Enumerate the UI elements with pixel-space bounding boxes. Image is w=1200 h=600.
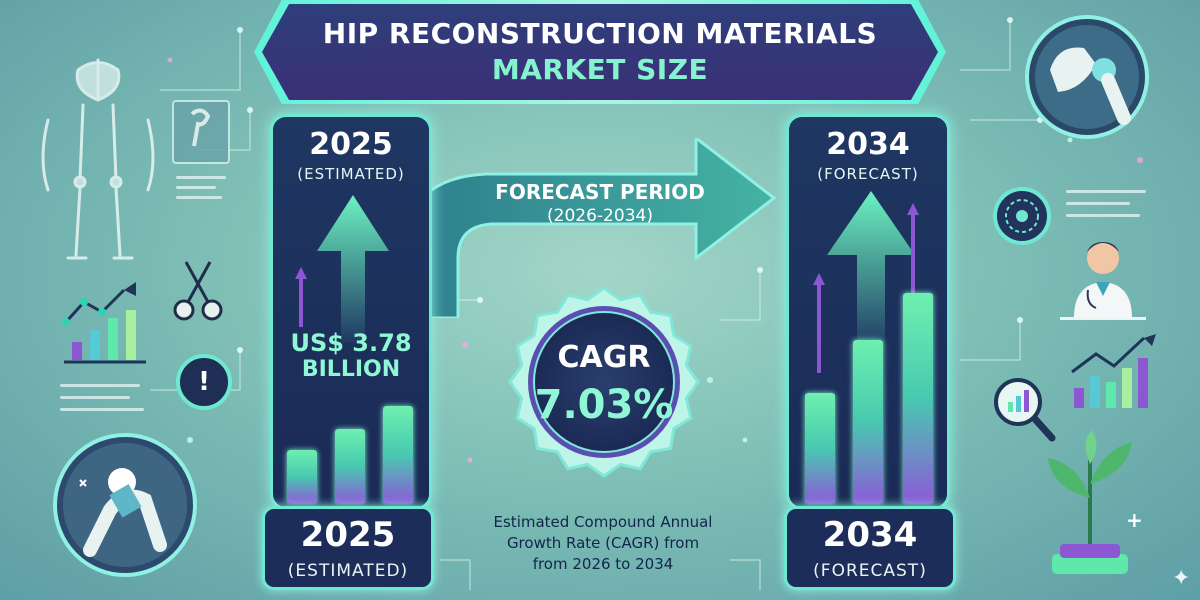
arrow-up-icon bbox=[827, 191, 915, 351]
arrow-up-small-icon bbox=[813, 273, 825, 373]
ui-line bbox=[60, 384, 140, 387]
cagr-description-line: Growth Rate (CAGR) from bbox=[506, 534, 700, 552]
plant-icon bbox=[1048, 430, 1132, 574]
arrow-up-small-icon bbox=[295, 267, 307, 327]
cagr-label: CAGR bbox=[557, 340, 651, 375]
sparkle-decoration: ✦ bbox=[1172, 566, 1191, 591]
right-column-year: 2034 bbox=[826, 127, 910, 162]
right-bar-chart bbox=[799, 277, 941, 503]
ui-line bbox=[176, 186, 216, 189]
forecast-period-range: (2026-2034) bbox=[547, 206, 653, 226]
magnifier-chart-icon bbox=[994, 378, 1056, 442]
xray-monitor-icon bbox=[172, 100, 230, 164]
left-column-label: (ESTIMATED) bbox=[297, 165, 405, 183]
bar bbox=[853, 340, 883, 503]
left-bar-chart bbox=[283, 379, 423, 503]
bar bbox=[805, 393, 835, 503]
cagr-value: 7.03% bbox=[534, 382, 674, 428]
bar bbox=[383, 406, 413, 503]
right-column-label: (FORECAST) bbox=[817, 165, 919, 183]
gear-icon bbox=[993, 187, 1051, 245]
doctor-icon bbox=[1060, 230, 1146, 320]
ui-line bbox=[60, 408, 144, 411]
market-value: US$ 3.78 bbox=[290, 329, 412, 357]
cagr-badge bbox=[508, 286, 700, 478]
ui-line bbox=[1066, 190, 1146, 193]
right-column-panel: 2034 (FORECAST) bbox=[786, 114, 950, 510]
hip-implant-icon bbox=[53, 433, 197, 577]
ui-line bbox=[60, 396, 130, 399]
arrow-up-small-icon bbox=[907, 203, 919, 303]
ui-line bbox=[1066, 214, 1140, 217]
market-value-unit: BILLION bbox=[301, 357, 401, 382]
alert-icon: ! bbox=[176, 354, 232, 410]
cagr-description: Estimated Compound Annual Growth Rate (C… bbox=[458, 512, 748, 575]
growth-chart-icon bbox=[62, 282, 146, 364]
title-banner: HIP RECONSTRUCTION MATERIALS MARKET SIZE bbox=[262, 4, 938, 100]
growth-chart-icon bbox=[1071, 334, 1156, 408]
left-bottom-label: (ESTIMATED) bbox=[287, 561, 409, 581]
left-bottom-box: 2025 (ESTIMATED) bbox=[262, 506, 434, 590]
cagr-description-line: Estimated Compound Annual bbox=[493, 513, 713, 531]
hip-joint-icon bbox=[1025, 15, 1149, 139]
forecast-period-label: FORECAST PERIOD bbox=[495, 180, 705, 204]
left-bottom-year: 2025 bbox=[300, 515, 396, 555]
left-column-panel: 2025 (ESTIMATED) US$ 3.78 BILLION bbox=[270, 114, 432, 510]
surgical-tools-icon bbox=[173, 261, 223, 321]
ui-line bbox=[176, 196, 222, 199]
page-title: HIP RECONSTRUCTION MATERIALS bbox=[322, 17, 878, 50]
page-subtitle: MARKET SIZE bbox=[491, 53, 709, 86]
ui-line bbox=[176, 176, 226, 179]
arrow-up-icon bbox=[317, 195, 389, 343]
bar bbox=[903, 293, 933, 503]
right-bottom-label: (FORECAST) bbox=[813, 561, 927, 581]
left-column-year: 2025 bbox=[309, 127, 393, 162]
right-bottom-year: 2034 bbox=[822, 515, 918, 555]
plus-decoration: + bbox=[1126, 508, 1143, 532]
ui-line bbox=[1066, 202, 1130, 205]
cagr-description-line: from 2026 to 2034 bbox=[532, 555, 674, 573]
bar bbox=[335, 429, 365, 503]
right-bottom-box: 2034 (FORECAST) bbox=[784, 506, 956, 590]
skeleton-icon bbox=[41, 58, 155, 260]
bar bbox=[287, 450, 317, 503]
